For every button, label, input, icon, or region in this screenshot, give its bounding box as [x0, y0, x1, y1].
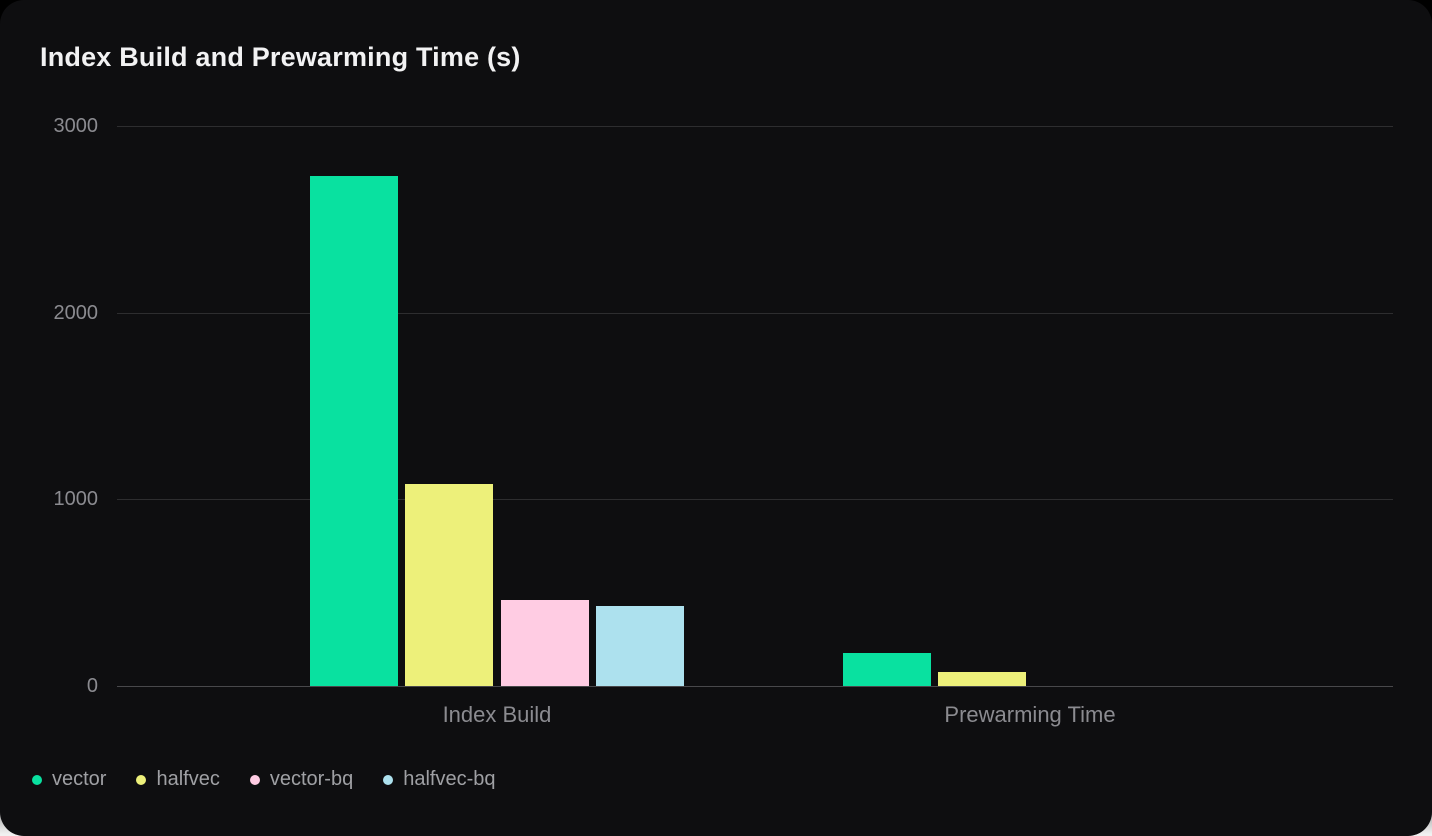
legend-item-vector-bq[interactable]: vector-bq [249, 768, 354, 791]
legend-label-vector-bq: vector-bq [269, 768, 354, 790]
y-tick-label-3000: 3000 [53, 115, 99, 137]
gridline-1000 [117, 499, 1393, 500]
y-tick-label-2000: 2000 [53, 302, 99, 324]
plot-area [117, 126, 1393, 687]
gridline-2000 [117, 313, 1393, 314]
legend-label-halfvec-bq: halfvec-bq [403, 768, 496, 790]
legend-dot-halfvec-bq [383, 774, 394, 785]
legend-label-halfvec: halfvec [156, 768, 220, 790]
gridline-3000 [117, 126, 1393, 127]
bar-halfvec-prewarming-time [938, 672, 1026, 686]
legend: vector halfvec vector-bq halfvec-bq [32, 768, 496, 791]
legend-item-halfvec[interactable]: halfvec [136, 768, 220, 791]
legend-dot-vector-bq [249, 774, 260, 785]
legend-dot-halfvec [136, 774, 147, 785]
bar-vector-index-build [310, 176, 398, 686]
x-axis-line [117, 686, 1393, 687]
chart-title: Index Build and Prewarming Time (s) [40, 42, 521, 72]
x-tick-label-prewarming-time: Prewarming Time [944, 702, 1116, 727]
bar-vector-prewarming-time [843, 653, 931, 686]
legend-item-vector[interactable]: vector [32, 768, 106, 791]
y-tick-label-1000: 1000 [53, 488, 99, 510]
y-tick-label-0: 0 [86, 675, 98, 697]
legend-dot-vector [32, 774, 42, 785]
x-tick-label-index-build: Index Build [442, 702, 552, 727]
legend-label-vector: vector [52, 768, 107, 790]
legend-item-halfvec-bq[interactable]: halfvec-bq [383, 768, 496, 791]
bar-halfvec-index-build [405, 484, 493, 686]
bar-vector-bq-index-build [501, 600, 589, 686]
bar-halfvec-bq-index-build [596, 606, 684, 686]
